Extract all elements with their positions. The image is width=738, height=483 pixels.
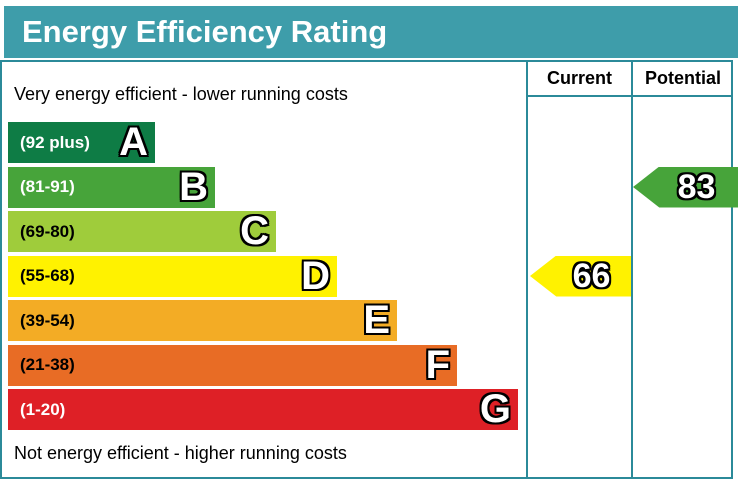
title-bar: Energy Efficiency Rating [4,6,738,58]
band-row-f: (21-38) F [8,342,457,387]
band-range-label: (92 plus) [20,132,90,152]
page-title: Energy Efficiency Rating [22,14,388,49]
band-range-label: (81-91) [20,177,75,196]
potential-rating-arrow: 83 [633,166,738,208]
band-row-g: (1-20) G [8,389,518,430]
band-letter: C [240,209,269,253]
potential-column-header: Potential [644,67,721,88]
bottom-caption: Not energy efficient - higher running co… [14,443,347,463]
header-underline [526,95,733,97]
band-row-d: (55-68) D [8,253,337,298]
band-letter: A [119,120,148,164]
band-row-b: (81-91) B [8,164,215,209]
band-letter: E [363,298,390,342]
potential-column-divider [631,60,633,479]
current-rating-value: 66 [572,256,611,295]
band-range-label: (55-68) [20,266,75,285]
band-row-c: (69-80) C [8,211,276,252]
current-column-header: Current [546,67,612,88]
band-range-label: (39-54) [20,310,75,330]
band-letter: F [425,342,450,387]
band-letter: G [479,387,511,431]
band-letter: D [301,253,330,298]
band-row-a: (92 plus) A [8,122,155,163]
potential-rating-value: 83 [677,167,716,206]
top-caption: Very energy efficient - lower running co… [14,84,348,104]
band-row-e: (39-54) E [8,300,397,341]
band-range-label: (69-80) [20,221,75,241]
band-range-label: (1-20) [20,399,66,419]
current-column-divider [526,60,528,479]
band-range-label: (21-38) [20,355,75,374]
rating-table-frame [0,60,733,479]
band-letter: B [179,164,208,209]
